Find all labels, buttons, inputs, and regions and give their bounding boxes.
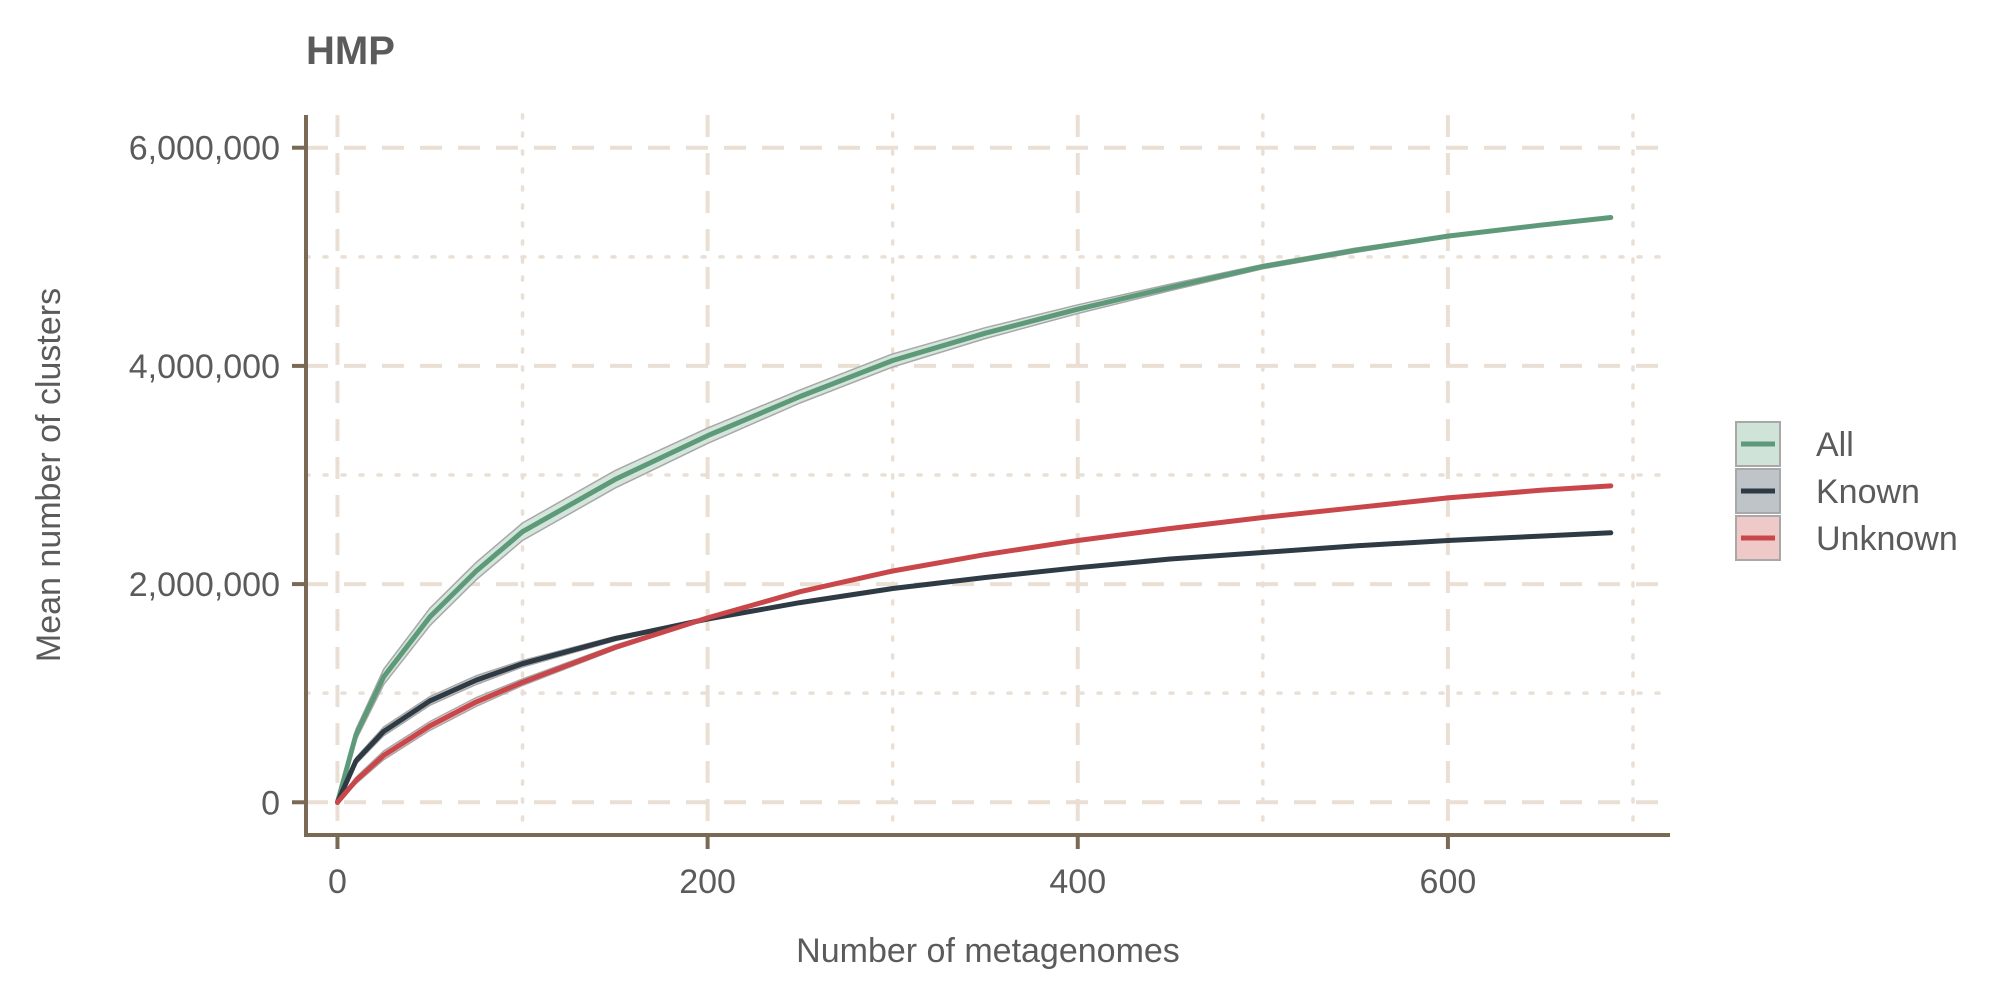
grid — [304, 113, 1672, 837]
legend-item-unknown: Unknown — [1735, 515, 1958, 561]
x-tick-label: 0 — [328, 863, 347, 901]
legend-item-known: Known — [1735, 468, 1920, 514]
legend-label: All — [1816, 426, 1854, 464]
x-axis-ticks: 0 200 400 600 — [328, 835, 1476, 901]
x-axis-title: Number of metagenomes — [796, 932, 1180, 970]
chart-title: HMP — [306, 29, 395, 73]
x-tick-label: 200 — [679, 863, 736, 901]
series-line-unknown — [335, 483, 1614, 805]
y-axis-ticks: 0 2,000,000 4,000,000 6,000,000 — [129, 130, 306, 822]
x-tick-label: 600 — [1420, 863, 1477, 901]
band-known — [336, 531, 1612, 803]
band-all — [336, 215, 1612, 803]
series-lines — [335, 215, 1614, 805]
y-tick-label: 6,000,000 — [129, 130, 280, 168]
series-line-all — [335, 215, 1614, 805]
legend: All Known Unknown — [1735, 421, 1958, 561]
series-line-known — [335, 530, 1614, 805]
y-tick-label: 0 — [261, 784, 280, 822]
y-tick-label: 2,000,000 — [129, 566, 280, 604]
x-tick-label: 400 — [1049, 863, 1106, 901]
legend-item-all: All — [1735, 421, 1854, 467]
legend-label: Unknown — [1816, 520, 1958, 558]
y-axis-title: Mean number of clusters — [30, 288, 68, 662]
legend-label: Known — [1816, 473, 1920, 511]
y-tick-label: 4,000,000 — [129, 348, 280, 386]
confidence-bands — [336, 215, 1612, 803]
